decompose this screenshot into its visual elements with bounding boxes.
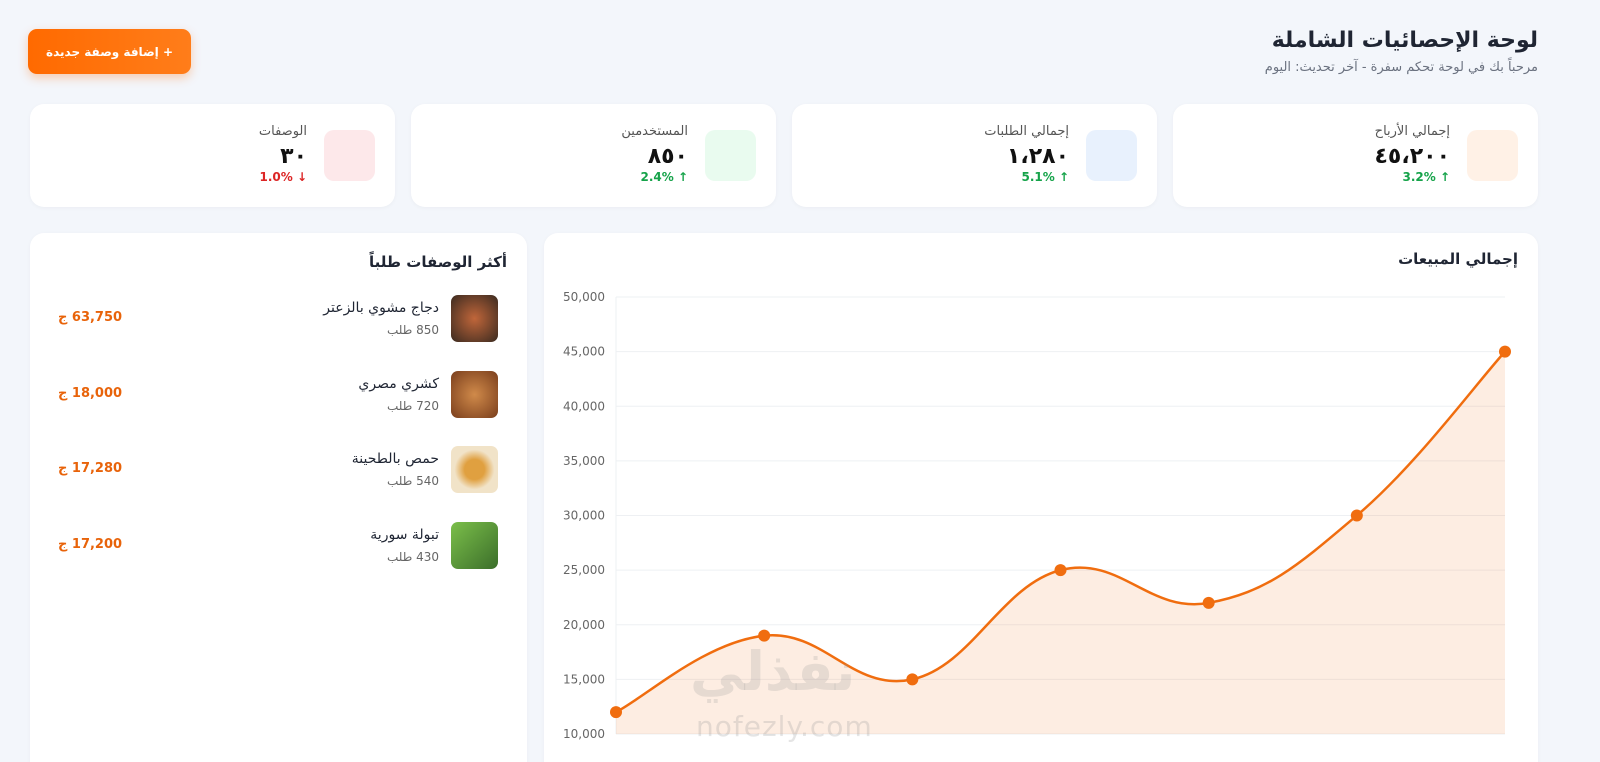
recipe-image [451, 370, 498, 418]
recipe-image [451, 446, 498, 493]
point [906, 673, 919, 686]
panel-title: أكثر الوصفات طلباً [369, 253, 507, 271]
y-tick-label: 35,000 [563, 454, 605, 468]
stat-label: الوصفات [258, 124, 307, 139]
point [1202, 596, 1215, 609]
recipe-orders: 850 طلب [386, 323, 439, 337]
recipe-name: دجاج مشوي بالزعتر [323, 300, 439, 316]
stat-card: المستخدمين ٨٥٠ 2.4% ↑ [411, 104, 776, 207]
sales-chart-panel: إجمالي المبيعات 10,000 15,000 20,000 25,000… [544, 233, 1538, 762]
top-recipes-panel: أكثر الوصفات طلباً دجاج مشوي بالزعتر 850 … [30, 233, 527, 762]
add-recipe-button[interactable]: + إضافة وصفة جديدة [28, 29, 191, 74]
stat-label: إجمالي الطلبات [984, 124, 1069, 139]
recipe-name: حمص بالطحينة [351, 451, 439, 467]
y-tick-label: 25,000 [563, 563, 605, 577]
watermark-url: nofezly.com [696, 710, 873, 743]
recipe-row: دجاج مشوي بالزعتر 850 طلب 63,750 ج [30, 295, 527, 345]
stat-value: ٤٥،٢٠٠ [1374, 144, 1451, 169]
recipe-revenue: 17,200 ج [58, 536, 123, 552]
stat-card: إجمالي الطلبات ١،٢٨٠ 5.1% ↑ [792, 104, 1157, 207]
point [1350, 509, 1363, 522]
stat-icon [1467, 130, 1518, 181]
recipe-name: كشري مصري [358, 375, 439, 392]
stat-change: 3.2% ↑ [1402, 170, 1450, 184]
stat-value: ٨٥٠ [647, 144, 688, 169]
recipe-row: تبولة سورية 430 طلب 17,200 ج [30, 521, 527, 572]
page-title: لوحة الإحصائيات الشاملة [1271, 28, 1538, 53]
recipe-revenue: 18,000 ج [58, 385, 123, 401]
chart: إجمالي المبيعات 10,000 15,000 20,000 25,000… [563, 250, 1518, 741]
watermark-logo: نفذلي [690, 640, 856, 703]
point [758, 629, 771, 642]
stat-change: 2.4% ↑ [640, 170, 688, 184]
recipe-orders: 720 طلب [386, 398, 439, 413]
stat-value: ٣٠ [280, 144, 307, 169]
recipe-orders: 430 طلب [386, 549, 439, 564]
recipe-row: كشري مصري 720 طلب 18,000 ج [30, 370, 527, 421]
stat-icon [705, 130, 756, 181]
page-subtitle: مرحباً بك في لوحة تحكم سفرة - آخر تحديث:… [1264, 60, 1538, 75]
area [616, 351, 1505, 734]
stat-change: 1.0% ↓ [259, 170, 307, 184]
chart-title: إجمالي المبيعات [1398, 250, 1518, 268]
y-tick-label: 10,000 [563, 727, 605, 741]
stat-change: 5.1% ↑ [1021, 170, 1069, 184]
stat-label: المستخدمين [621, 124, 688, 139]
y-tick-label: 40,000 [563, 399, 605, 413]
y-tick-label: 15,000 [563, 672, 605, 686]
stat-value: ١،٢٨٠ [1006, 144, 1069, 169]
recipe-image [451, 295, 498, 342]
recipe-revenue: 17,280 ج [58, 461, 123, 476]
point [610, 706, 622, 719]
stat-icon [324, 130, 375, 181]
y-tick-label: 20,000 [563, 618, 605, 632]
recipe-image [451, 521, 498, 569]
point [1054, 564, 1067, 577]
recipe-revenue: 63,750 ج [58, 310, 123, 325]
stat-label: إجمالي الأرباح [1374, 124, 1450, 139]
y-tick-label: 30,000 [563, 509, 605, 523]
recipe-name: تبولة سورية [370, 526, 439, 543]
point [1499, 345, 1511, 358]
recipe-orders: 540 طلب [386, 474, 439, 488]
y-tick-label: 45,000 [563, 345, 605, 359]
stat-card: الوصفات ٣٠ 1.0% ↓ [30, 104, 395, 207]
recipe-row: حمص بالطحينة 540 طلب 17,280 ج [30, 446, 527, 496]
y-tick-label: 50,000 [563, 290, 605, 304]
stat-card: إجمالي الأرباح ٤٥،٢٠٠ 3.2% ↑ [1173, 104, 1538, 207]
stat-icon [1086, 130, 1137, 181]
